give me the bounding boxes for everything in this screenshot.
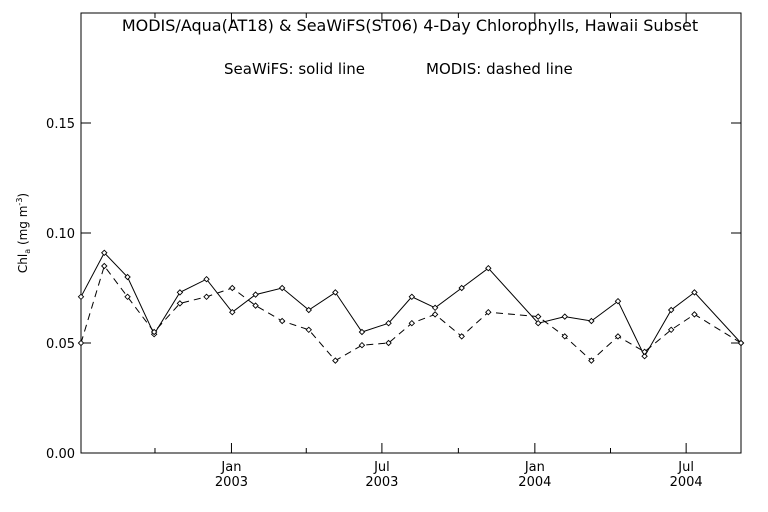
y-tick-label: 0.00: [46, 447, 75, 462]
y-axis-label: Chla (mg m-3): [15, 193, 32, 273]
data-point-seawifs: [332, 289, 339, 296]
data-point-modis: [431, 311, 439, 318]
y-axis-label-subscript: a: [23, 249, 32, 254]
data-point-seawifs: [458, 284, 465, 292]
data-point-modis: [252, 302, 259, 309]
data-point-seawifs: [385, 319, 392, 327]
data-point-modis: [358, 341, 366, 349]
data-point-modis: [588, 357, 595, 364]
y-tick-label: 0.05: [46, 337, 75, 352]
data-point-seawifs: [534, 319, 542, 327]
data-point-seawifs: [431, 304, 439, 312]
data-point-modis: [332, 357, 339, 364]
data-point-seawifs: [124, 273, 131, 281]
data-point-modis: [305, 326, 312, 334]
data-point-modis: [667, 326, 675, 334]
data-point-modis: [229, 284, 236, 292]
data-point-modis: [561, 333, 569, 340]
x-tick-label-year: 2004: [670, 475, 703, 490]
data-point-modis: [203, 293, 210, 301]
data-point-modis: [385, 339, 392, 347]
data-point-seawifs: [101, 249, 108, 257]
chart-title: MODIS/Aqua(AT18) & SeaWiFS(ST06) 4-Day C…: [122, 16, 698, 35]
data-point-modis: [485, 308, 492, 316]
data-point-seawifs: [176, 289, 184, 296]
x-tick-label-year: 2004: [518, 475, 551, 490]
data-point-modis: [176, 300, 184, 307]
data-point-seawifs: [229, 308, 236, 316]
annotation-modis-dashed-line: MODIS: dashed line: [426, 60, 573, 78]
annotation-seawifs-solid-line: SeaWiFS: solid line: [224, 60, 365, 78]
x-tick-label-month: Jul: [373, 460, 390, 475]
data-point-seawifs: [278, 284, 286, 292]
data-point-modis: [124, 293, 131, 301]
data-point-seawifs: [305, 306, 312, 314]
data-point-seawifs: [641, 352, 648, 360]
data-point-modis: [77, 339, 85, 347]
data-point-seawifs: [408, 293, 416, 301]
data-point-seawifs: [77, 293, 85, 301]
y-tick-label: 0.15: [46, 117, 75, 132]
y-axis-label-superscript: -3: [15, 198, 24, 206]
y-axis-label-base: Chl: [16, 254, 30, 273]
data-point-modis: [737, 339, 745, 347]
x-tick-label-year: 2003: [365, 475, 398, 490]
data-point-seawifs: [561, 313, 569, 320]
data-point-seawifs: [358, 328, 366, 336]
data-point-seawifs: [691, 289, 698, 296]
data-point-modis: [101, 262, 108, 270]
data-point-seawifs: [252, 291, 259, 298]
data-point-seawifs: [485, 264, 492, 272]
series-line-modis: [80, 264, 742, 362]
series-layer: [77, 249, 745, 364]
x-tick-label-month: Jan: [524, 460, 545, 475]
x-tick-label-month: Jul: [677, 460, 694, 475]
y-tick-label: 0.10: [46, 227, 75, 242]
data-point-modis: [614, 333, 622, 340]
data-point-seawifs: [203, 275, 210, 283]
data-point-modis: [408, 319, 416, 327]
y-axis-label-end: ): [16, 193, 30, 198]
data-point-modis: [534, 313, 542, 320]
plot-area-frame: [80, 12, 742, 454]
data-point-seawifs: [588, 317, 595, 325]
data-point-modis: [458, 333, 465, 340]
data-point-seawifs: [667, 306, 675, 314]
y-axis: 0.00 0.05 0.10 0.15: [46, 117, 741, 462]
y-axis-label-middle: (mg m: [16, 206, 30, 249]
data-point-modis: [641, 348, 648, 356]
data-point-modis: [278, 317, 286, 325]
x-tick-label-year: 2003: [215, 475, 248, 490]
data-point-modis: [691, 311, 698, 318]
x-tick-label-month: Jan: [220, 460, 241, 475]
data-point-modis: [150, 328, 158, 336]
data-point-seawifs: [614, 297, 622, 305]
